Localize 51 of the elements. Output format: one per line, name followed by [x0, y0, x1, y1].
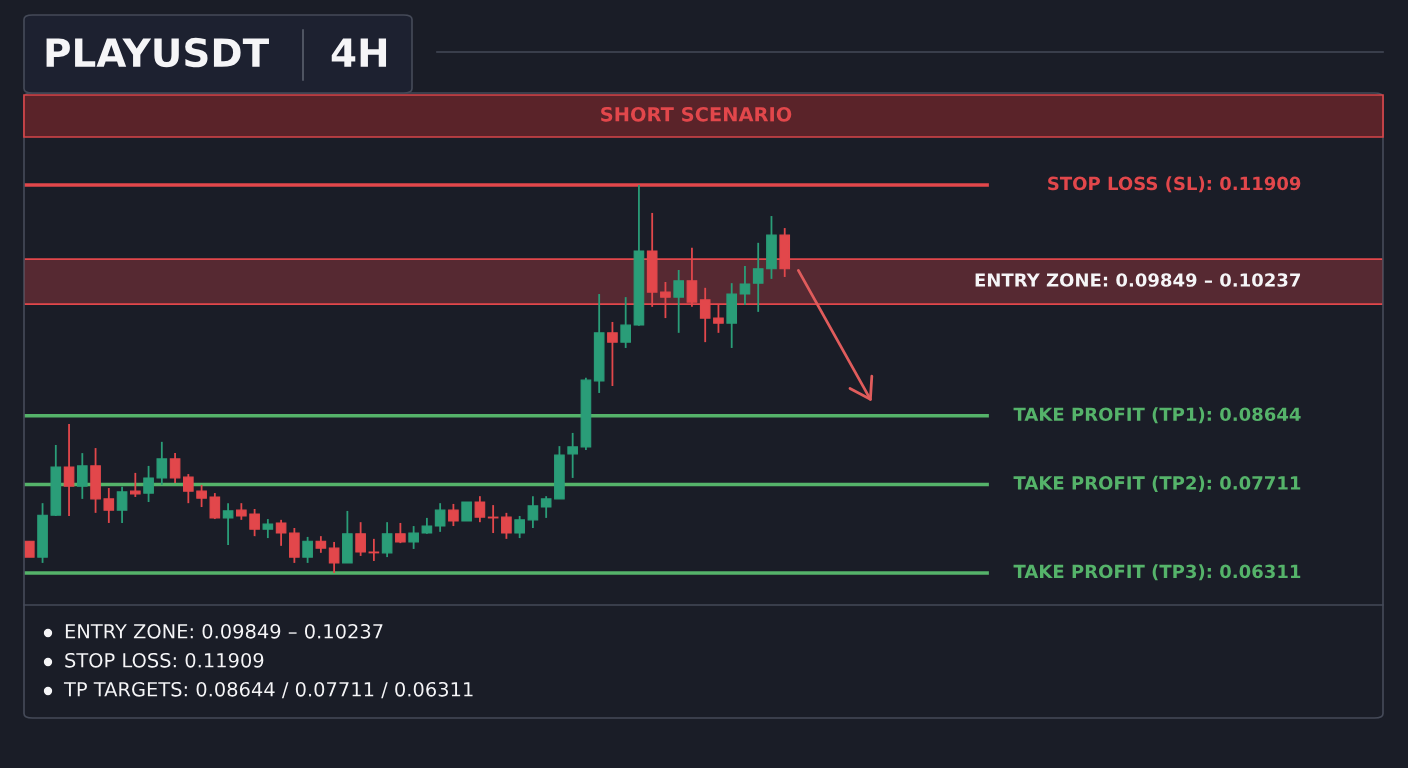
candlestick	[607, 321, 618, 387]
candlestick	[368, 537, 380, 562]
candlestick	[514, 515, 525, 539]
text: TAKE PROFIT (TP3): 0.06311	[1013, 564, 1301, 581]
text: ENTRY ZONE: 0.09849 – 0.10237	[975, 273, 1301, 287]
candlestick	[129, 471, 141, 498]
candlestick	[156, 440, 168, 486]
candlestick	[408, 525, 419, 550]
candlestick	[249, 508, 260, 538]
text: TAKE PROFIT (TP1): 0.08644	[1013, 407, 1301, 424]
text: SHORT SCENARIO	[601, 106, 792, 122]
candlestick	[713, 303, 724, 334]
candlestick	[673, 269, 685, 334]
candlestick	[527, 495, 539, 529]
text: STOP LOSS: 0.11909	[65, 652, 264, 668]
chart-title: PLAYUSDT	[46, 37, 269, 68]
candlestick	[567, 432, 578, 479]
candlestick	[448, 503, 459, 527]
text: STOP LOSS (SL): 0.11909	[1048, 176, 1301, 193]
candlestick	[116, 485, 128, 524]
candlestick	[169, 452, 181, 484]
candlestick	[76, 452, 88, 500]
candlestick	[183, 473, 194, 505]
candlestick	[262, 518, 274, 539]
candlestick	[434, 502, 446, 533]
candlestick	[103, 487, 115, 524]
candlestick	[699, 286, 711, 344]
candlestick	[381, 521, 393, 558]
text: TP TARGETS: 0.08644 / 0.07711 / 0.06311	[63, 681, 473, 699]
candlestick	[302, 536, 313, 564]
text: TAKE PROFIT (TP2): 0.07711	[1013, 475, 1301, 492]
candlestick	[739, 265, 751, 306]
candlestick	[222, 502, 234, 546]
text: ENTRY ZONE: 0.09849 – 0.10237	[65, 623, 383, 639]
candlestick	[660, 281, 671, 319]
candlestick	[143, 465, 154, 503]
candlestick	[540, 495, 552, 519]
candlestick	[209, 492, 221, 520]
candlestick	[275, 518, 287, 547]
candlestick	[63, 423, 75, 517]
candlestick	[196, 484, 207, 508]
candlestick	[328, 541, 340, 574]
candlestick	[474, 495, 486, 524]
candlestick	[355, 521, 366, 557]
candlestick	[487, 504, 499, 534]
candlestick	[752, 241, 764, 313]
candlestick	[501, 511, 512, 540]
candlestick	[686, 246, 698, 308]
candlestick	[461, 501, 472, 522]
chart-subtitle: 4H	[331, 38, 387, 67]
candlestick	[620, 296, 632, 349]
